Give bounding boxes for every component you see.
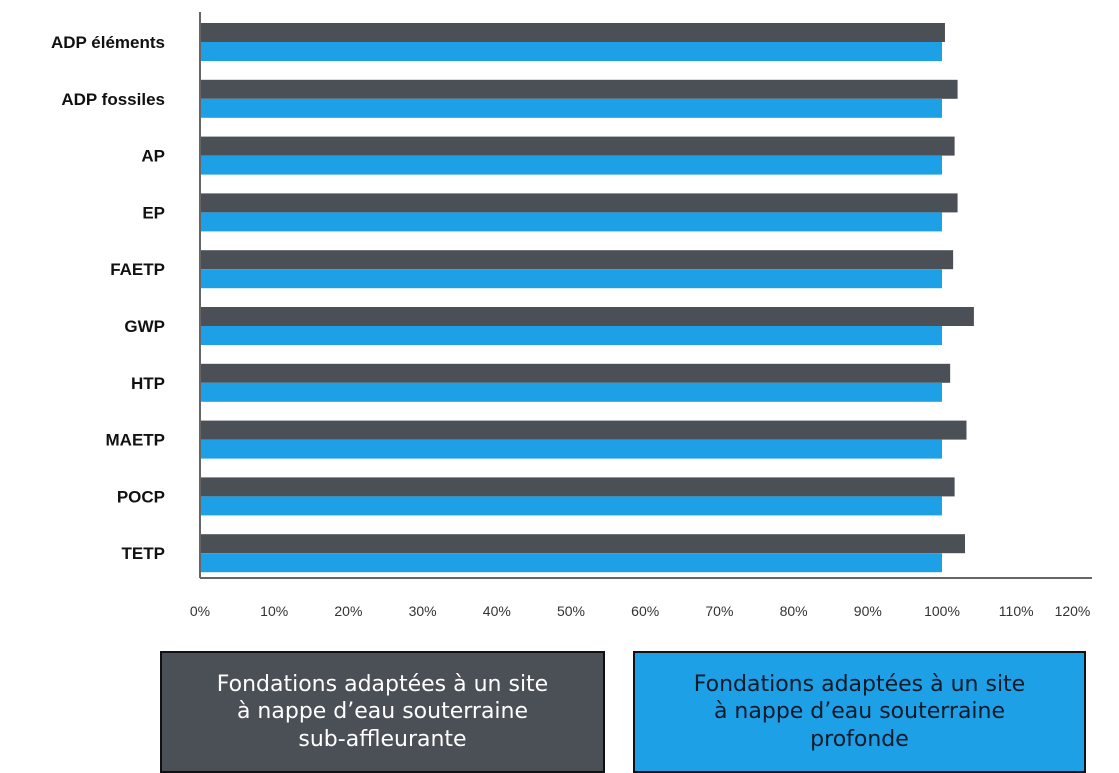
category-label: ADP fossiles: [61, 90, 165, 109]
category-label: POCP: [117, 487, 165, 506]
x-tick-label: 50%: [557, 603, 585, 619]
bar-2-8: [200, 496, 942, 516]
bar-2-3: [200, 212, 942, 232]
x-tick-label: 80%: [780, 603, 808, 619]
bar-1-9: [200, 534, 966, 554]
bar-2-4: [200, 269, 942, 289]
category-label: HTP: [131, 374, 165, 393]
bar-1-4: [200, 250, 954, 270]
bar-2-1: [200, 98, 942, 118]
x-tick-label: 100%: [924, 603, 960, 619]
legend-series-1: Fondations adaptées à un site à nappe d’…: [160, 651, 605, 773]
bars-group: [200, 23, 974, 573]
bar-1-6: [200, 363, 951, 383]
x-tick-label: 40%: [483, 603, 511, 619]
bar-1-5: [200, 307, 974, 326]
category-label: AP: [141, 147, 165, 166]
bar-1-3: [200, 193, 958, 213]
bar-2-0: [200, 42, 942, 61]
bar-1-2: [200, 136, 955, 156]
category-label: TETP: [122, 544, 165, 563]
category-label: ADP éléments: [51, 33, 165, 52]
category-label: MAETP: [106, 431, 166, 450]
x-tick-label: 30%: [409, 603, 437, 619]
x-tick-label: 10%: [260, 603, 288, 619]
bar-2-7: [200, 439, 942, 459]
bar-2-6: [200, 382, 942, 402]
category-label: EP: [142, 203, 165, 222]
bar-2-5: [200, 326, 942, 345]
x-tick-labels: 0% 10% 20% 30% 40% 50% 60% 70% 80% 90% 100% 110% 120…: [190, 603, 1091, 619]
x-tick-label: 20%: [334, 603, 362, 619]
category-label: FAETP: [110, 260, 165, 279]
bar-2-2: [200, 155, 942, 175]
bar-2-9: [200, 553, 942, 573]
x-tick-label: 90%: [854, 603, 882, 619]
bar-1-7: [200, 420, 967, 440]
category-label: GWP: [124, 317, 165, 336]
x-tick-label: 120%: [1055, 603, 1091, 619]
x-tick-label: 60%: [631, 603, 659, 619]
category-labels: ADP éléments ADP fossiles AP EP FAETP GWP HTP M…: [51, 33, 165, 563]
x-tick-label: 110%: [999, 603, 1034, 619]
bar-1-8: [200, 477, 955, 497]
bar-1-0: [200, 23, 945, 42]
x-tick-label: 70%: [705, 603, 733, 619]
x-tick-label: 0%: [190, 603, 210, 619]
bar-1-1: [200, 79, 958, 99]
legend-series-2: Fondations adaptées à un site à nappe d’…: [633, 651, 1086, 773]
